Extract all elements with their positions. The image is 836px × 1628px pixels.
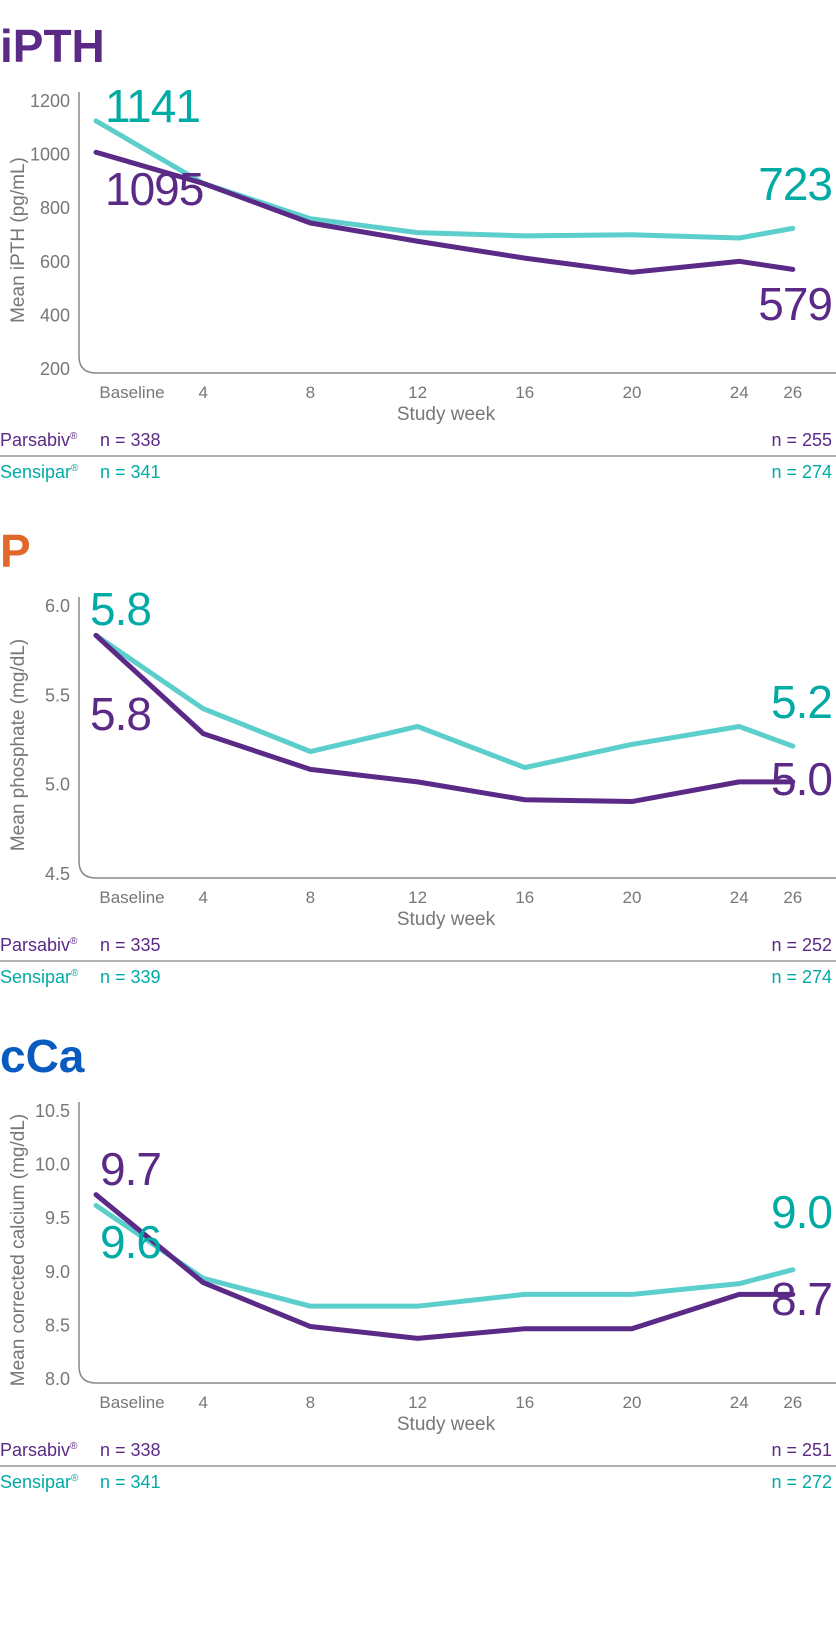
parsabiv-n-week26: n = 252 [771, 935, 832, 955]
chart-title: cCa [0, 1030, 85, 1082]
x-tick-label: 4 [198, 383, 207, 402]
sensipar-n-week26: n = 274 [771, 462, 832, 482]
parsabiv-n-week26: n = 255 [771, 430, 832, 450]
x-tick-label: 16 [515, 1393, 534, 1412]
y-tick-label: 10.5 [35, 1101, 70, 1121]
chart-cca: cCa 8.0 8.5 9.0 9.5 10.0 10.5 Mean corrected ca… [0, 1030, 836, 1492]
y-tick-label: 5.5 [45, 685, 70, 705]
x-tick-label: 12 [408, 1393, 427, 1412]
sensipar-legend-label: Sensipar® [0, 462, 79, 482]
chart-ipth: iPTH 200 400 600 800 1000 1200 Mean iPTH (pg/mL… [0, 20, 836, 482]
sensipar-series-line [93, 632, 796, 771]
sensipar-n-week26: n = 274 [771, 967, 832, 987]
data-label: 1095 [105, 163, 203, 215]
y-tick-label: 9.0 [45, 1262, 70, 1282]
sensipar-n-baseline: n = 339 [100, 967, 161, 987]
y-tick-label: 4.5 [45, 864, 70, 884]
parsabiv-series-line [93, 632, 796, 805]
x-tick-label: 20 [623, 888, 642, 907]
y-tick-label: 1000 [30, 145, 70, 165]
y-axis-label: Mean phosphate (mg/dL) [8, 639, 29, 851]
sensipar-n-week26: n = 272 [771, 1472, 832, 1492]
y-tick-label: 1200 [30, 91, 70, 111]
x-tick-label: 26 [783, 383, 802, 402]
x-tick-label: Baseline [99, 383, 164, 402]
y-tick-label: 8.5 [45, 1315, 70, 1335]
y-tick-label: 5.0 [45, 775, 70, 795]
y-tick-label: 9.5 [45, 1208, 70, 1228]
sensipar-n-baseline: n = 341 [100, 462, 161, 482]
parsabiv-legend-label: Parsabiv® [0, 935, 78, 955]
y-tick-label: 6.0 [45, 596, 70, 616]
axis-line [78, 1102, 836, 1384]
x-tick-label: 24 [730, 888, 749, 907]
parsabiv-series-line [93, 149, 796, 275]
x-tick-label: 4 [198, 1393, 207, 1412]
data-label: 723 [758, 158, 832, 210]
x-tick-label: 24 [730, 383, 749, 402]
x-tick-label: 4 [198, 888, 207, 907]
y-tick-label: 600 [40, 252, 70, 272]
sensipar-n-baseline: n = 341 [100, 1472, 161, 1492]
x-tick-label: 12 [408, 888, 427, 907]
x-tick-label: 26 [783, 888, 802, 907]
sensipar-legend-label: Sensipar® [0, 967, 79, 987]
x-tick-label: 26 [783, 1393, 802, 1412]
chart-title: P [0, 525, 31, 577]
y-tick-label: 8.0 [45, 1369, 70, 1389]
data-label: 5.2 [771, 676, 832, 728]
data-label: 1141 [105, 80, 200, 132]
x-tick-label: 16 [515, 888, 534, 907]
y-axis-label: Mean iPTH (pg/mL) [8, 157, 29, 323]
parsabiv-n-baseline: n = 338 [100, 430, 161, 450]
sensipar-legend-label: Sensipar® [0, 1472, 79, 1492]
parsabiv-series-line [93, 1192, 796, 1341]
axis-line [78, 597, 836, 879]
data-label: 9.0 [771, 1186, 832, 1238]
y-tick-label: 400 [40, 305, 70, 325]
data-label: 9.7 [100, 1143, 161, 1195]
chart-title: iPTH [0, 20, 105, 72]
axis-line [78, 92, 836, 374]
x-tick-label: 24 [730, 1393, 749, 1412]
parsabiv-legend-label: Parsabiv® [0, 430, 78, 450]
x-tick-label: 8 [306, 888, 315, 907]
data-label: 579 [758, 278, 832, 330]
data-label: 8.7 [771, 1273, 832, 1325]
charts-container: iPTH 200 400 600 800 1000 1200 Mean iPTH (pg/mL… [0, 20, 836, 1492]
x-tick-label: 16 [515, 383, 534, 402]
x-axis-label: Study week [397, 404, 496, 425]
data-label: 5.0 [771, 753, 832, 805]
x-tick-label: Baseline [99, 1393, 164, 1412]
x-tick-label: 8 [306, 1393, 315, 1412]
data-label: 9.6 [100, 1216, 161, 1268]
y-tick-label: 200 [40, 359, 70, 379]
parsabiv-n-baseline: n = 338 [100, 1440, 161, 1460]
data-label: 5.8 [90, 688, 151, 740]
data-label: 5.8 [90, 583, 151, 635]
y-tick-label: 800 [40, 198, 70, 218]
y-tick-label: 10.0 [35, 1155, 70, 1175]
x-tick-label: 20 [623, 1393, 642, 1412]
x-tick-label: 8 [306, 383, 315, 402]
parsabiv-n-baseline: n = 335 [100, 935, 161, 955]
y-axis-label: Mean corrected calcium (mg/dL) [8, 1114, 29, 1386]
x-tick-label: 20 [623, 383, 642, 402]
x-tick-label: Baseline [99, 888, 164, 907]
x-axis-label: Study week [397, 1414, 496, 1435]
x-tick-label: 12 [408, 383, 427, 402]
parsabiv-n-week26: n = 251 [771, 1440, 832, 1460]
sensipar-series-line [93, 1202, 796, 1309]
parsabiv-legend-label: Parsabiv® [0, 1440, 78, 1460]
chart-p: P 4.5 5.0 5.5 6.0 Mean phosphate (mg/dL) Basel… [0, 525, 836, 987]
x-axis-label: Study week [397, 909, 496, 930]
